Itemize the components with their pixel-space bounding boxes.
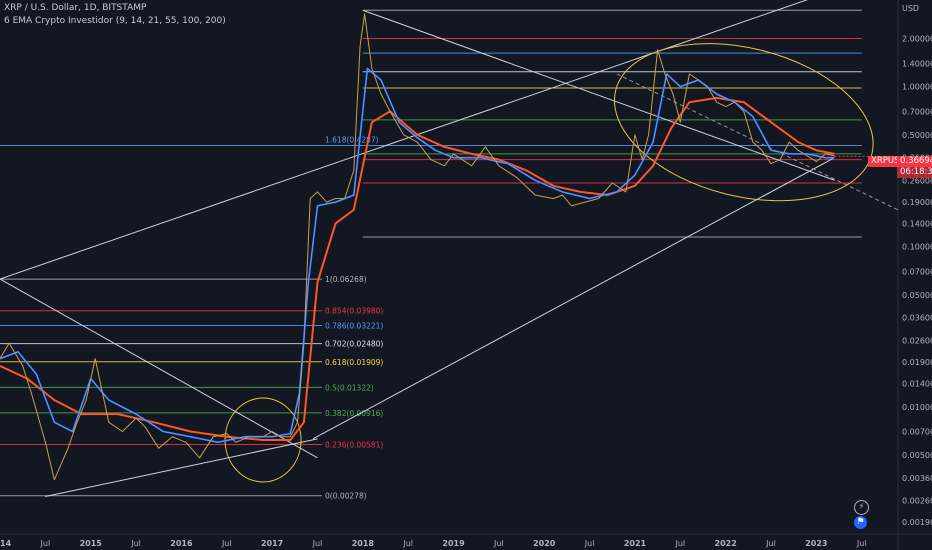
y-tick-label: 0.01400 bbox=[902, 379, 932, 388]
y-tick-label: 0.01000 bbox=[902, 403, 932, 412]
fib-level-label: 0.236(0.00581) bbox=[325, 440, 383, 449]
x-tick-label: 2014 bbox=[0, 539, 12, 548]
bar-countdown: 06:18:38 bbox=[900, 167, 932, 177]
y-tick-label: 0.02600 bbox=[902, 336, 932, 345]
y-tick-label: 0.26000 bbox=[902, 176, 932, 185]
x-tick-label: 2015 bbox=[80, 539, 103, 548]
x-tick-label: Jul bbox=[674, 539, 685, 548]
fib-level-label: 0.854(0.03980) bbox=[325, 307, 383, 316]
y-tick-label: 0.50000 bbox=[902, 131, 932, 140]
x-tick-label: Jul bbox=[221, 539, 232, 548]
fib-level-label: 0.618(0.01909) bbox=[325, 358, 383, 367]
fib-level-label: 0(0.00278) bbox=[325, 492, 367, 501]
current-price-tag: 0.36694 bbox=[897, 156, 932, 167]
fib-level-label: 0.382(0.00916) bbox=[325, 409, 383, 418]
trendline-down-right bbox=[362, 9, 835, 181]
y-tick-label: 0.01900 bbox=[902, 358, 932, 367]
x-tick-label: 2021 bbox=[624, 539, 647, 548]
x-tick-label: Jul bbox=[493, 539, 504, 548]
fib-level-label: 1(0.06268) bbox=[325, 275, 367, 284]
countdown-tag: 06:18:38 bbox=[897, 167, 932, 178]
y-tick-label: 0.00700 bbox=[902, 428, 932, 437]
flag-icon[interactable]: ⚑ bbox=[854, 516, 867, 529]
y-tick-label: 0.00500 bbox=[902, 451, 932, 460]
y-tick-label: 0.07000 bbox=[902, 267, 932, 276]
y-tick-label: 1.40000 bbox=[902, 59, 932, 68]
fib-level-label: 1.618(0.4287) bbox=[325, 136, 379, 145]
x-tick-label: Jul bbox=[856, 539, 867, 548]
y-tick-label: 2.00000 bbox=[902, 34, 932, 43]
trendline-down-left bbox=[0, 278, 318, 459]
x-tick-label: 2017 bbox=[261, 539, 283, 548]
x-tick-label: Jul bbox=[130, 539, 141, 548]
trendline-dashed bbox=[616, 73, 899, 211]
x-tick-label: 2018 bbox=[352, 539, 375, 548]
y-tick-label: 0.00260 bbox=[902, 496, 932, 505]
trendline-lower-left bbox=[45, 438, 318, 497]
currency-label: USD bbox=[902, 4, 919, 13]
x-tick-label: 2020 bbox=[533, 539, 556, 548]
symbol-title: XRP / U.S. Dollar, 1D, BITSTAMP bbox=[4, 3, 147, 13]
x-tick-label: 2023 bbox=[805, 539, 827, 548]
x-tick-label: 2022 bbox=[715, 539, 737, 548]
x-tick-label: Jul bbox=[312, 539, 323, 548]
ema-slow-line bbox=[0, 96, 835, 441]
x-tick-label: Jul bbox=[40, 539, 51, 548]
indicator-title[interactable]: 6 EMA Crypto Investidor (9, 14, 21, 55, … bbox=[4, 16, 226, 26]
lightning-icon[interactable]: ⚡ bbox=[854, 500, 869, 515]
y-tick-label: 0.00190 bbox=[902, 518, 932, 527]
y-tick-label: 1.00000 bbox=[902, 83, 932, 92]
x-tick-label: Jul bbox=[765, 539, 776, 548]
trendline-lower-right bbox=[312, 157, 835, 440]
fib-level-label: 0.5(0.01322) bbox=[325, 383, 374, 392]
y-tick-label: 0.00360 bbox=[902, 474, 932, 483]
y-tick-label: 0.05000 bbox=[902, 291, 932, 300]
ema-fast-line bbox=[0, 67, 835, 443]
x-tick-label: 2016 bbox=[170, 539, 193, 548]
symbol-label: XRPUSD bbox=[871, 156, 907, 166]
fib-level-label: 0.786(0.03221) bbox=[325, 321, 383, 330]
current-price: 0.36694 bbox=[900, 156, 932, 166]
y-tick-label: 0.10000 bbox=[902, 243, 932, 252]
x-tick-label: 2019 bbox=[442, 539, 465, 548]
y-tick-label: 0.14000 bbox=[902, 219, 932, 228]
y-tick-label: 0.70000 bbox=[902, 107, 932, 116]
highlight-ellipse bbox=[613, 43, 874, 202]
ema-blue-line bbox=[0, 67, 835, 444]
y-tick-label: 0.19000 bbox=[902, 198, 932, 207]
fib-level-label: 0.702(0.02480) bbox=[325, 340, 383, 349]
x-tick-label: Jul bbox=[402, 539, 413, 548]
price-line bbox=[0, 13, 835, 481]
x-tick-label: Jul bbox=[584, 539, 595, 548]
y-tick-label: 0.03600 bbox=[902, 314, 932, 323]
